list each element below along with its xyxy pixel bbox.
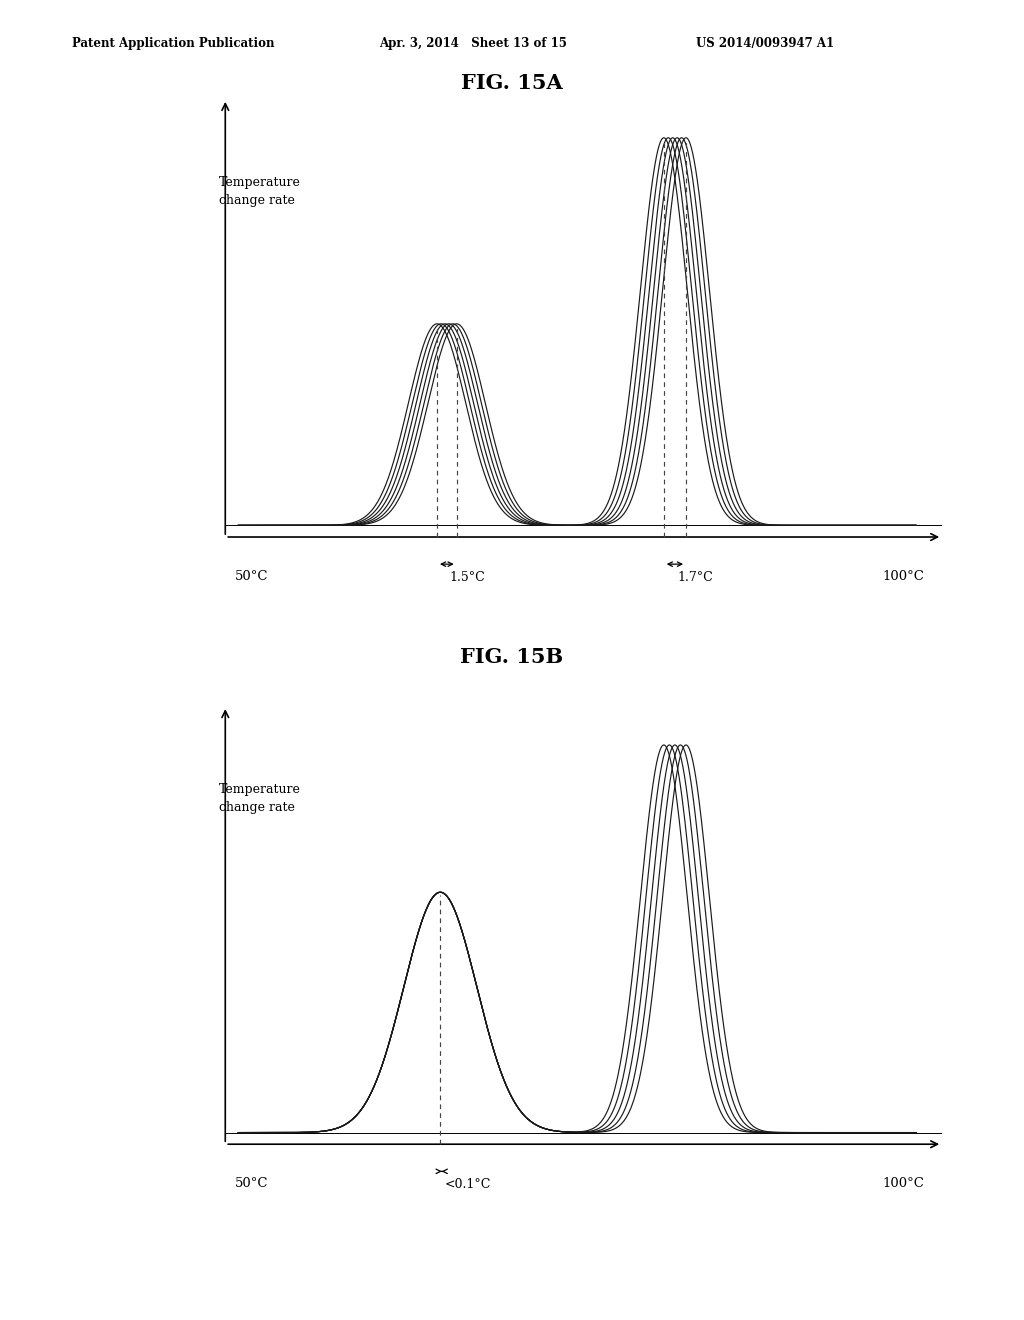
Text: FIG. 15B: FIG. 15B xyxy=(461,647,563,667)
Text: Patent Application Publication: Patent Application Publication xyxy=(72,37,274,50)
Text: 1.5°C: 1.5°C xyxy=(450,572,485,585)
Text: 1.7°C: 1.7°C xyxy=(678,572,714,585)
Text: 100°C: 100°C xyxy=(882,1177,924,1191)
Text: Apr. 3, 2014   Sheet 13 of 15: Apr. 3, 2014 Sheet 13 of 15 xyxy=(379,37,566,50)
Text: <0.1°C: <0.1°C xyxy=(444,1179,490,1192)
Text: FIG. 15A: FIG. 15A xyxy=(461,73,563,92)
Text: 100°C: 100°C xyxy=(882,570,924,583)
Text: US 2014/0093947 A1: US 2014/0093947 A1 xyxy=(696,37,835,50)
Text: 50°C: 50°C xyxy=(234,1177,268,1191)
Text: 50°C: 50°C xyxy=(234,570,268,583)
Text: Temperature
change rate: Temperature change rate xyxy=(219,176,301,207)
Text: Temperature
change rate: Temperature change rate xyxy=(219,783,301,814)
